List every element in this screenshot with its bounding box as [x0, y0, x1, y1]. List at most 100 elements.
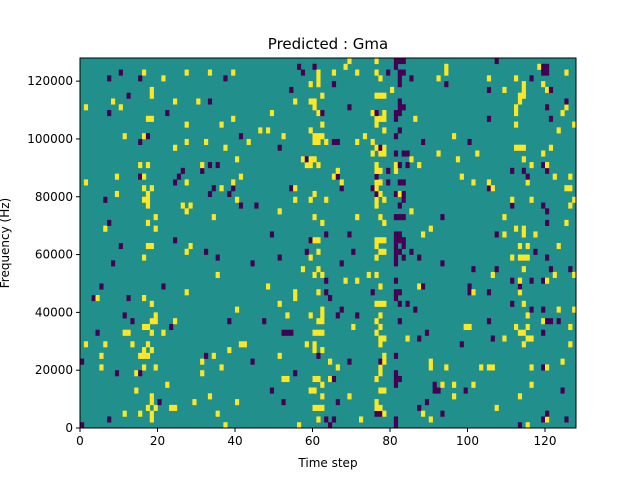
heatmap-cell — [200, 167, 205, 174]
heatmap-cell — [347, 58, 352, 65]
heatmap-cell — [269, 110, 275, 117]
x-tick-label: 0 — [76, 434, 84, 448]
chart-title: Predicted : Gma — [268, 35, 388, 53]
heatmap-cell — [83, 341, 89, 348]
heatmap-cell — [545, 208, 550, 215]
heatmap-cell — [401, 237, 406, 244]
heatmap-cell — [510, 277, 515, 284]
heatmap-cell — [486, 185, 492, 192]
heatmap-cell — [432, 381, 437, 388]
heatmap-cell — [424, 399, 430, 406]
heatmap-cell — [308, 387, 313, 394]
heatmap-cell — [382, 387, 387, 394]
heatmap-cell — [103, 225, 108, 232]
heatmap-cell — [564, 185, 569, 192]
heatmap-cell — [80, 422, 85, 429]
heatmap-cell — [467, 323, 472, 331]
heatmap-cell — [374, 190, 379, 198]
heatmap-cell — [459, 341, 464, 348]
heatmap-cell — [161, 75, 166, 82]
heatmap-cell — [463, 387, 468, 394]
heatmap-cell — [312, 347, 317, 354]
heatmap-cell — [285, 375, 290, 383]
y-axis-label: Frequency (Hz) — [0, 198, 12, 289]
heatmap-cell — [130, 318, 135, 325]
heatmap-cell — [397, 190, 402, 198]
heatmap-cell — [122, 312, 127, 319]
heatmap-cell — [107, 110, 112, 117]
heatmap-cell — [452, 133, 457, 140]
heatmap-cell — [184, 208, 189, 215]
heatmap-cell — [386, 179, 391, 186]
heatmap-cell — [436, 150, 441, 157]
heatmap-cell — [467, 283, 472, 290]
heatmap-cell — [149, 300, 154, 307]
heatmap-cell — [521, 225, 526, 232]
heatmap-cell — [308, 98, 313, 105]
heatmap-cell — [134, 370, 139, 377]
heatmap-cell — [409, 248, 414, 255]
heatmap-cell — [397, 69, 402, 76]
heatmap-cell — [308, 81, 313, 88]
heatmap-cell — [397, 110, 402, 117]
heatmap-cell — [378, 283, 383, 290]
heatmap-cell — [525, 243, 530, 250]
heatmap-cell — [165, 110, 170, 117]
heatmap-cell — [320, 404, 325, 411]
heatmap-cell — [510, 167, 515, 174]
heatmap-cell — [378, 404, 383, 411]
heatmap-cell — [153, 404, 158, 411]
heatmap-cell — [378, 323, 383, 331]
heatmap-cell — [328, 422, 333, 429]
heatmap-cell — [335, 138, 340, 146]
heatmap-cell — [149, 243, 154, 250]
heatmap-cell — [521, 156, 526, 163]
heatmap-cell — [486, 318, 492, 325]
heatmap-cell — [382, 352, 387, 359]
heatmap-cell — [200, 162, 205, 169]
heatmap-cell — [312, 156, 317, 163]
heatmap-cell — [161, 329, 166, 336]
heatmap-cell — [107, 219, 112, 226]
heatmap-cell — [548, 144, 554, 151]
heatmap-cell — [331, 138, 337, 146]
heatmap-cell — [568, 185, 573, 192]
heatmap-cell — [556, 243, 561, 250]
heatmap-cell — [545, 318, 550, 325]
heatmap-cell — [393, 248, 399, 255]
heatmap-cell — [517, 329, 523, 336]
heatmap-cell — [521, 231, 526, 238]
heatmap-cell — [366, 271, 371, 278]
heatmap-cell — [401, 58, 406, 65]
heatmap-cell — [393, 254, 399, 261]
heatmap-cell — [440, 214, 445, 221]
heatmap-cell — [552, 173, 557, 180]
heatmap-cell — [145, 323, 151, 331]
heatmap-cell — [541, 69, 546, 76]
heatmap-cell — [293, 370, 298, 377]
heatmap-cell — [417, 162, 422, 169]
heatmap-cell — [374, 115, 379, 122]
heatmap-cell — [308, 156, 313, 163]
heatmap-cell — [545, 86, 550, 93]
heatmap-cell — [204, 248, 209, 255]
heatmap-cell — [316, 110, 321, 117]
heatmap-cell — [475, 150, 480, 157]
heatmap-cell — [320, 92, 325, 99]
heatmap-cell — [374, 121, 379, 128]
heatmap-cell — [316, 404, 321, 411]
heatmap-cell — [145, 196, 151, 203]
heatmap-cell — [145, 243, 151, 250]
heatmap-cell — [378, 237, 383, 244]
heatmap-cell — [378, 75, 383, 82]
heatmap-cell — [525, 422, 530, 429]
heatmap-cell — [281, 399, 286, 406]
heatmap-cell — [331, 81, 337, 88]
heatmap-cell — [320, 347, 325, 354]
heatmap-cell — [568, 323, 573, 331]
heatmap-cell — [149, 393, 154, 400]
heatmap-cell — [374, 271, 379, 278]
heatmap-cell — [517, 98, 523, 105]
heatmap-cell — [405, 150, 410, 157]
heatmap-cell — [277, 208, 282, 215]
